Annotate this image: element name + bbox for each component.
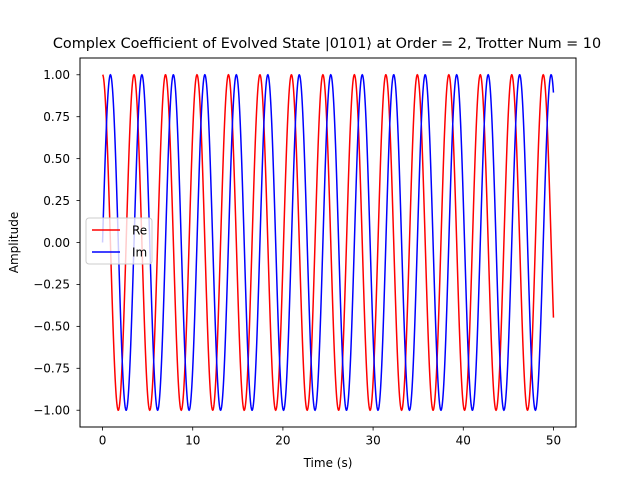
x-axis-label: Time (s) <box>303 456 353 470</box>
y-tick-label: 0.75 <box>43 110 70 124</box>
y-tick-label: 0.50 <box>43 152 70 166</box>
y-tick-label: −0.25 <box>33 278 70 292</box>
series-line-im <box>101 73 555 412</box>
y-axis-ticks: −1.00 −0.75 −0.50 −0.25 0.00 0.25 0.50 0.75 1.00 <box>33 68 80 418</box>
plot-lines <box>101 73 555 412</box>
legend-label-im: Im <box>132 245 147 259</box>
y-tick-label: 1.00 <box>43 68 70 82</box>
y-tick-label: −0.50 <box>33 320 70 334</box>
x-tick-label: 30 <box>365 434 380 448</box>
y-tick-label: 0.25 <box>43 194 70 208</box>
x-tick-label: 40 <box>456 434 471 448</box>
legend-label-re: Re <box>132 223 147 237</box>
y-tick-label: −0.75 <box>33 362 70 376</box>
x-axis-ticks: 0 10 20 30 40 50 <box>99 427 561 448</box>
y-tick-label: −1.00 <box>33 404 70 418</box>
x-tick-label: 10 <box>185 434 200 448</box>
chart-title: Complex Coefficient of Evolved State |01… <box>53 36 601 52</box>
x-tick-label: 0 <box>99 434 107 448</box>
x-tick-label: 50 <box>546 434 561 448</box>
x-tick-label: 20 <box>275 434 290 448</box>
y-axis-label: Amplitude <box>7 212 21 274</box>
legend: Re Im <box>85 217 153 265</box>
y-tick-label: 0.00 <box>43 236 70 250</box>
series-line-re <box>102 73 555 412</box>
